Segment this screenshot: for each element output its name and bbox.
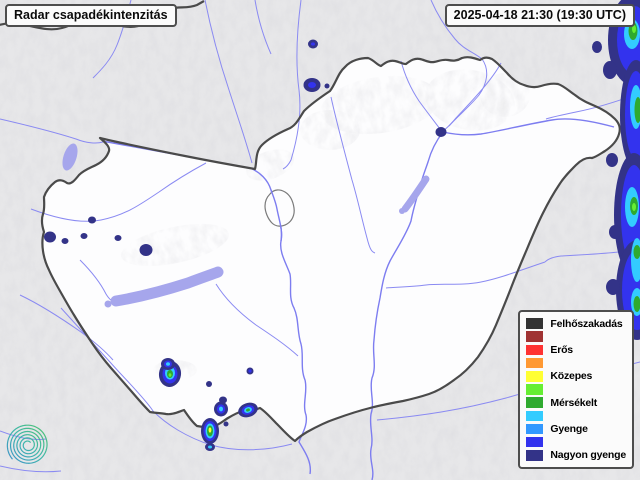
radar-cell-layer — [632, 203, 636, 211]
river-bodrog — [442, 62, 502, 132]
legend-item: Erős — [526, 343, 626, 356]
river-drava — [60, 307, 293, 451]
map-title: Radar csapadékintenzitás — [14, 8, 168, 22]
radar-cell-layer — [324, 83, 330, 89]
legend-color-swatch — [526, 318, 544, 329]
legend-label: Mérsékelt — [550, 396, 598, 409]
radar-cell-layer — [606, 153, 618, 167]
radar-cell-layer — [248, 369, 252, 373]
river-tisza — [369, 118, 615, 480]
radar-cell-layer — [206, 381, 212, 387]
legend-item — [526, 357, 626, 370]
radar-cell-layer — [435, 127, 447, 137]
legend-item: Felhőszakadás — [526, 317, 626, 330]
radar-cell-layer — [166, 362, 170, 366]
legend-label: Nagyon gyenge — [550, 449, 626, 462]
legend-label: Közepes — [550, 370, 593, 383]
radar-cell-layer — [208, 445, 212, 449]
river-sajo — [400, 60, 441, 130]
radar-cell-layer — [311, 42, 315, 46]
radar-cell-layer — [223, 421, 229, 427]
legend-label: Felhőszakadás — [550, 317, 623, 330]
river-vah — [204, 0, 253, 164]
radar-cell-layer — [632, 25, 636, 33]
radar-cell-layer — [80, 233, 88, 239]
legend-item: Nagyon gyenge — [526, 449, 626, 462]
lake-kis-balaton — [104, 300, 112, 308]
lake-tisza — [401, 175, 430, 213]
legend-color-swatch — [526, 384, 544, 395]
river-zagyva — [330, 96, 376, 254]
timestamp: 2025-04-18 21:30 (19:30 UTC) — [453, 8, 626, 22]
map-title-box: Radar csapadékintenzitás — [5, 4, 177, 27]
legend-color-swatch — [526, 357, 544, 369]
river-mura — [19, 294, 114, 361]
legend-label: Gyenge — [550, 423, 588, 436]
river-southwest-2 — [0, 465, 62, 473]
river-sio — [215, 283, 299, 357]
lake-tisza-west — [399, 208, 405, 214]
legend-color-swatch — [526, 436, 544, 448]
river-koros — [385, 261, 546, 289]
timestamp-box: 2025-04-18 21:30 (19:30 UTC) — [444, 4, 635, 27]
logo-spiral-path — [6, 424, 48, 464]
river-west-1 — [0, 118, 104, 144]
radar-cell-layer — [592, 41, 602, 53]
radar-cell-layer — [633, 296, 640, 312]
legend-item — [526, 330, 626, 343]
legend-color-swatch — [526, 410, 544, 422]
logo — [6, 424, 48, 464]
river-danube — [101, 140, 312, 475]
hungary-fill — [41, 57, 620, 442]
legend: Felhőszakadás Erős Közepes Mérsékelt Gyenge N… — [518, 309, 634, 469]
legend-color-swatch — [526, 450, 544, 461]
radar-cell-layer — [44, 231, 56, 243]
legend-item — [526, 409, 626, 422]
river-koros-branch — [544, 251, 620, 263]
radar-cell-layer — [609, 225, 621, 239]
legend-item: Közepes — [526, 370, 626, 383]
lake-balaton — [110, 266, 224, 307]
radar-cell-layer — [246, 408, 250, 412]
radar-cell-layer — [61, 238, 69, 244]
legend-color-swatch — [526, 331, 544, 342]
radar-cell-layer — [603, 61, 617, 79]
radar-cell-layer — [208, 427, 212, 433]
river-southwest-1 — [0, 430, 47, 440]
radar-cell-layer — [168, 373, 172, 377]
lakes — [62, 143, 430, 308]
river-north-2 — [254, 0, 272, 55]
legend-item: Gyenge — [526, 422, 626, 435]
legend-color-swatch — [526, 397, 544, 408]
radar-cell-layer — [139, 244, 153, 256]
legend-items: Felhőszakadás Erős Közepes Mérsékelt Gyenge N… — [526, 317, 626, 462]
radar-cell-layer — [633, 245, 640, 259]
legend-label: Erős — [550, 343, 573, 356]
radar-cell-layer — [606, 279, 620, 295]
hungary-border — [40, 56, 621, 443]
legend-color-swatch — [526, 344, 544, 356]
legend-item — [526, 383, 626, 396]
lake-ferto — [62, 143, 78, 171]
legend-item — [526, 436, 626, 449]
radar-cell-layer — [219, 406, 223, 412]
radar-cell-layer — [308, 82, 316, 88]
radar-cell-layer — [88, 216, 96, 224]
legend-item: Mérsékelt — [526, 396, 626, 409]
river-danube-budapest — [270, 189, 283, 242]
legend-color-swatch — [526, 423, 544, 435]
radar-cell-layer — [114, 235, 122, 241]
legend-color-swatch — [526, 371, 544, 382]
river-raba — [30, 162, 207, 222]
budapest-boundary — [264, 189, 295, 227]
radar-cell-layer — [634, 97, 640, 123]
